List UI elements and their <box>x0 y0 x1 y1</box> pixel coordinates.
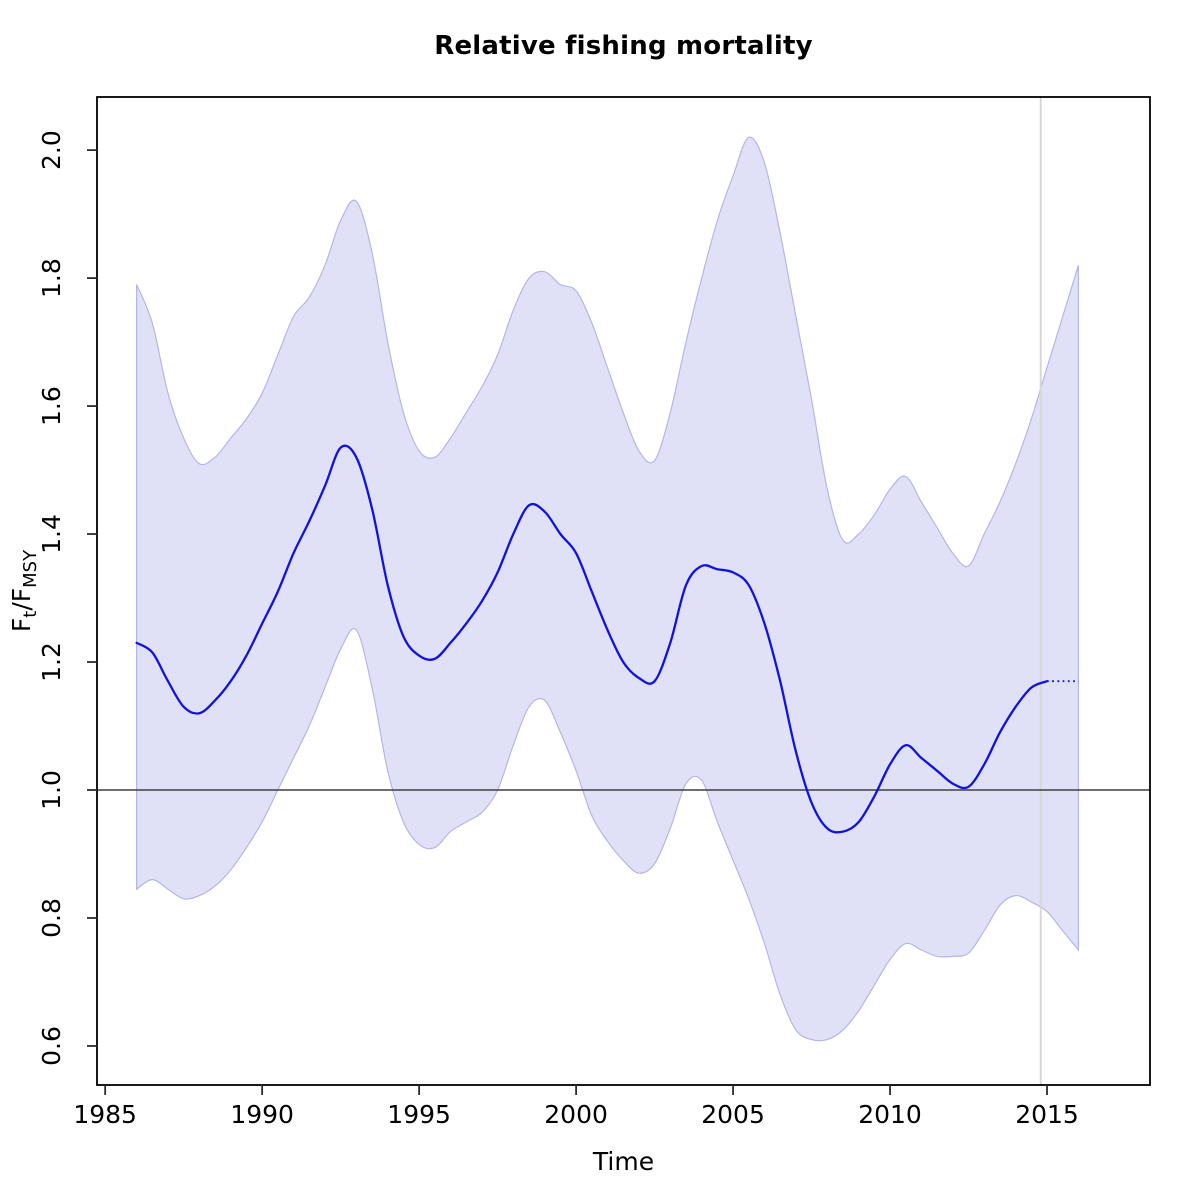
x-tick-label: 2005 <box>701 1100 765 1129</box>
x-tick-label: 1990 <box>230 1100 294 1129</box>
median-line <box>135 444 1049 834</box>
y-tick-label: 0.8 <box>37 898 66 938</box>
x-tick-label: 1995 <box>387 1100 451 1129</box>
y-tick-label: 1.0 <box>37 770 66 810</box>
x-tick-label: 2015 <box>1015 1100 1079 1129</box>
x-tick-label: 2010 <box>858 1100 922 1129</box>
y-tick-label: 1.4 <box>37 514 66 554</box>
confidence-band <box>136 136 1079 1042</box>
x-tick-label: 2000 <box>544 1100 608 1129</box>
x-axis-title: Time <box>592 1147 655 1176</box>
chart-title: Relative fishing mortality <box>434 31 813 61</box>
y-tick-label: 1.2 <box>37 642 66 682</box>
y-tick-label: 1.6 <box>37 386 66 426</box>
y-tick-label: 2.0 <box>37 130 66 170</box>
x-tick-label: 1985 <box>73 1100 137 1129</box>
y-tick-label: 1.8 <box>37 258 66 298</box>
y-axis-title: Ft/FMSY <box>7 549 41 632</box>
y-tick-label: 0.6 <box>37 1026 66 1066</box>
plot-border <box>96 96 1151 1086</box>
